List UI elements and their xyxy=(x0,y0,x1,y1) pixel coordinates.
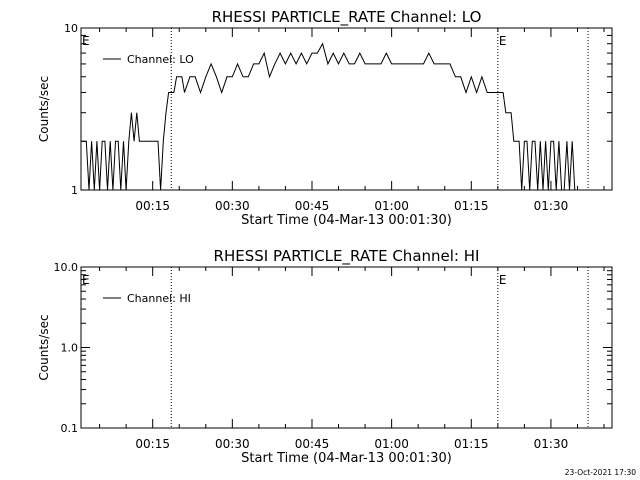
chart-title: RHESSI PARTICLE_RATE Channel: HI xyxy=(214,247,480,266)
y-tick-label: 1 xyxy=(71,184,78,197)
event-marker-label: E xyxy=(499,34,507,48)
x-tick-label: 01:15 xyxy=(454,437,489,451)
series-line xyxy=(81,42,589,190)
y-axis-label: Counts/sec xyxy=(37,314,51,380)
x-tick-label: 00:45 xyxy=(295,437,330,451)
event-marker-label: E xyxy=(82,273,90,287)
event-marker-label: E xyxy=(82,34,90,48)
y-tick-label: 10 xyxy=(64,22,78,35)
x-axis-label: Start Time (04-Mar-13 00:01:30) xyxy=(241,213,452,228)
x-tick-label: 01:30 xyxy=(534,437,569,451)
x-tick-label: 00:30 xyxy=(215,199,250,213)
x-tick-label: 01:15 xyxy=(454,199,489,213)
plot-frame xyxy=(80,27,613,191)
x-tick-label: 00:15 xyxy=(135,199,170,213)
lo-channel-panel: RHESSI PARTICLE_RATE Channel: LO Counts/s… xyxy=(37,8,613,228)
generation-timestamp: 23-Oct-2021 17:30 xyxy=(565,468,636,477)
x-axis-label: Start Time (04-Mar-13 00:01:30) xyxy=(241,451,452,466)
x-tick-label: 01:30 xyxy=(534,199,569,213)
y-tick-label: 10.0 xyxy=(54,261,79,274)
x-tick-label: 00:15 xyxy=(135,437,170,451)
x-tick-label: 00:30 xyxy=(215,437,250,451)
legend-label: Channel: HI xyxy=(127,292,191,305)
y-tick-label: 1.0 xyxy=(61,342,79,355)
y-tick-label: 0.1 xyxy=(61,422,79,435)
legend-label: Channel: LO xyxy=(127,53,194,66)
y-axis-label: Counts/sec xyxy=(37,76,51,142)
x-tick-label: 01:00 xyxy=(374,437,409,451)
x-tick-label: 00:45 xyxy=(295,199,330,213)
event-marker-label: E xyxy=(499,273,507,287)
chart-title: RHESSI PARTICLE_RATE Channel: LO xyxy=(212,8,482,27)
x-tick-label: 01:00 xyxy=(374,199,409,213)
hi-channel-panel: RHESSI PARTICLE_RATE Channel: HI Counts/s… xyxy=(37,247,613,466)
